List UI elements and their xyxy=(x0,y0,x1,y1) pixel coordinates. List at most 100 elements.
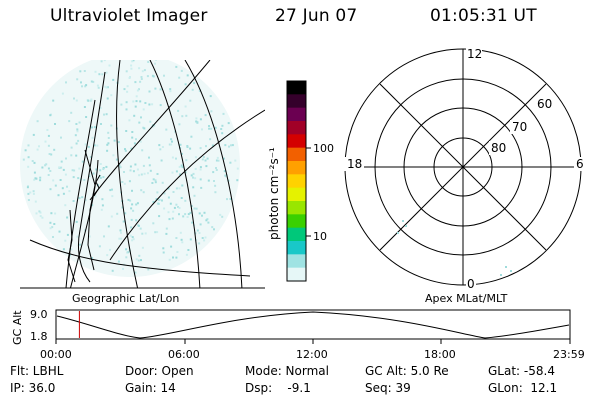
uv-speckle xyxy=(132,100,135,103)
uv-speckle xyxy=(210,110,213,113)
uv-speckle xyxy=(158,215,161,218)
uv-speckle xyxy=(38,210,41,213)
uv-speckle xyxy=(130,218,133,221)
uv-speckle xyxy=(155,198,158,201)
uv-speckle xyxy=(47,167,50,170)
uv-speckle xyxy=(148,164,151,167)
uv-speckle xyxy=(125,256,128,259)
uv-speckle xyxy=(79,243,81,246)
apex-caption: Apex MLat/MLT xyxy=(425,292,508,305)
uv-speckle xyxy=(169,90,172,93)
uv-speckle xyxy=(194,167,197,170)
uv-speckle xyxy=(38,145,40,148)
uv-speckle xyxy=(62,192,65,195)
uv-speckle xyxy=(134,163,137,166)
uv-speckle xyxy=(130,226,133,229)
uv-speckle xyxy=(205,219,208,222)
uv-speckle xyxy=(130,67,133,70)
uv-speckle xyxy=(125,248,128,251)
time-label: 01:05:31 UT xyxy=(430,6,537,26)
uv-speckle xyxy=(159,148,162,151)
uv-speckle xyxy=(163,192,166,195)
uv-speckle xyxy=(87,145,90,148)
uv-speckle xyxy=(165,128,168,131)
uv-speckle xyxy=(217,159,220,162)
uv-speckle xyxy=(49,114,52,117)
uv-speckle xyxy=(120,103,123,106)
uv-speckle xyxy=(170,143,173,146)
glon-value: GLon: 12.1 xyxy=(488,381,558,395)
uv-speckle xyxy=(129,165,132,168)
uv-speckle xyxy=(106,254,109,257)
uv-speckle xyxy=(200,186,203,189)
geographic-caption: Geographic Lat/Lon xyxy=(72,292,179,305)
uv-speckle xyxy=(215,167,217,169)
uv-speckle xyxy=(53,223,56,225)
uv-speckle xyxy=(180,164,183,167)
uv-speckle xyxy=(117,260,120,263)
uv-speckle xyxy=(107,131,110,134)
uv-speckle xyxy=(109,248,111,251)
uv-speckle xyxy=(31,160,34,162)
uv-speckle xyxy=(173,206,176,209)
colorbar-band xyxy=(287,94,306,109)
uv-speckle xyxy=(184,213,187,216)
uv-speckle xyxy=(181,241,184,244)
uv-speckle xyxy=(80,81,82,84)
timeline-xtick-0000: 00:00 xyxy=(40,348,72,361)
uv-speckle xyxy=(149,120,152,123)
uv-speckle xyxy=(68,190,71,193)
polar-emission-point xyxy=(505,266,507,268)
polar-emission-point xyxy=(397,232,399,234)
uv-speckle xyxy=(111,269,114,272)
uv-speckle xyxy=(175,187,178,190)
uv-speckle xyxy=(62,248,65,251)
uv-speckle xyxy=(192,186,195,189)
uv-speckle xyxy=(175,157,177,160)
timeline-frame xyxy=(55,309,571,340)
uv-speckle xyxy=(170,138,173,141)
uv-speckle xyxy=(124,212,127,215)
uv-speckle xyxy=(221,215,224,218)
uv-speckle xyxy=(79,70,82,73)
uv-speckle xyxy=(146,75,149,78)
uv-speckle xyxy=(187,249,190,251)
uv-speckle xyxy=(147,172,149,175)
instrument-title: Ultraviolet Imager xyxy=(50,6,208,26)
filter-value: Flt: LBHL xyxy=(10,364,64,378)
uv-speckle xyxy=(189,147,192,150)
gain-value: Gain: 14 xyxy=(125,381,176,395)
uv-speckle xyxy=(147,268,150,271)
uv-speckle xyxy=(129,76,131,78)
uv-speckle xyxy=(205,165,208,168)
ip-value: IP: 36.0 xyxy=(10,381,56,395)
uv-speckle xyxy=(195,207,198,210)
uv-speckle xyxy=(118,237,121,240)
colorbar-label: photon cm⁻²s⁻¹ xyxy=(267,147,281,240)
mlat-label-60: 60 xyxy=(537,97,552,111)
uv-speckle xyxy=(70,111,73,114)
uv-speckle xyxy=(66,233,69,236)
uv-speckle xyxy=(124,149,127,152)
uv-speckle xyxy=(195,120,198,123)
uv-speckle xyxy=(167,196,170,199)
uv-speckle xyxy=(140,76,143,78)
uv-speckle xyxy=(122,267,124,270)
uv-speckle xyxy=(99,176,102,179)
uv-speckle xyxy=(141,232,144,235)
uv-speckle xyxy=(65,81,67,84)
uv-speckle xyxy=(47,144,50,147)
uv-speckle xyxy=(90,80,93,83)
uv-speckle xyxy=(148,156,150,159)
uv-speckle xyxy=(131,60,134,63)
uv-speckle xyxy=(74,134,77,137)
uv-emission-speckles xyxy=(22,60,239,274)
uv-speckle xyxy=(141,149,144,152)
polar-emission-dots xyxy=(397,220,512,276)
uv-speckle xyxy=(231,144,234,147)
uv-speckle xyxy=(152,178,155,181)
timeline-ticks xyxy=(55,339,571,344)
colorbar-tick-10: 10 xyxy=(313,230,327,243)
uv-speckle xyxy=(161,146,164,148)
